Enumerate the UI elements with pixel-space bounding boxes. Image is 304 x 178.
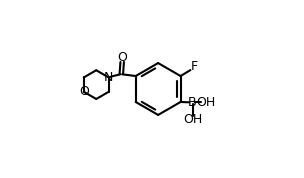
Text: OH: OH: [183, 113, 202, 126]
Text: B: B: [188, 96, 197, 109]
Text: N: N: [104, 71, 113, 84]
Text: O: O: [117, 51, 127, 64]
Text: OH: OH: [197, 96, 216, 109]
Text: O: O: [79, 85, 89, 98]
Text: F: F: [191, 60, 198, 73]
